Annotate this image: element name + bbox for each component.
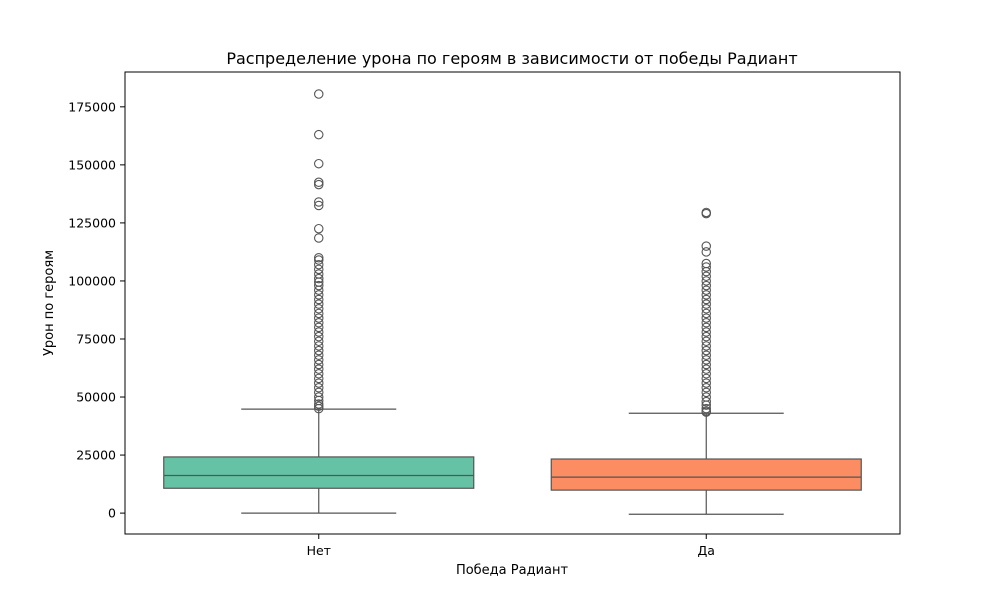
outlier-point: [313, 264, 324, 275]
y-tick-label: 150000: [68, 157, 116, 172]
outlier-point: [313, 399, 324, 409]
y-tick-label: 50000: [76, 390, 116, 405]
outlier-point: [313, 255, 324, 265]
outlier-point: [313, 233, 324, 243]
outlier-point: [313, 341, 324, 351]
outlier-point: [313, 327, 324, 337]
x-tick-label: Нет: [307, 543, 331, 558]
outlier-point: [701, 247, 711, 257]
outlier-point: [313, 403, 324, 414]
outlier-point: [701, 341, 711, 351]
outlier-point: [701, 407, 711, 417]
outlier-point: [701, 400, 711, 410]
x-tick-label: Да: [698, 543, 715, 558]
outlier-point: [701, 355, 711, 365]
plot-area: [124, 71, 901, 535]
outlier-point: [701, 290, 711, 300]
outlier-point: [701, 313, 711, 323]
outlier-point: [701, 382, 711, 393]
outlier-point: [313, 369, 324, 379]
outlier-point: [701, 241, 711, 251]
box-iqr: [550, 458, 862, 491]
y-axis: 0 25000 50000 75000 100000 125000 150000 175000: [68, 99, 125, 521]
outlier-point: [313, 350, 324, 360]
outlier-point: [701, 276, 711, 286]
outlier-point: [313, 373, 324, 384]
outlier-point: [701, 266, 711, 277]
outlier-point: [701, 378, 711, 388]
outlier-point: [313, 89, 324, 99]
outlier-point: [313, 158, 324, 169]
outlier-point: [701, 331, 711, 342]
outlier-point: [701, 304, 711, 314]
outlier-point: [701, 208, 711, 219]
box-iqr: [163, 456, 475, 489]
outlier-point: [313, 273, 324, 284]
outlier-point: [313, 259, 324, 270]
y-axis-label: Урон по героям: [42, 250, 57, 356]
box-group: [163, 89, 475, 514]
outlier-point: [701, 387, 711, 398]
box-group: [550, 207, 862, 515]
outlier-point: [313, 345, 324, 356]
outlier-point: [701, 373, 711, 384]
outlier-point: [313, 392, 324, 402]
chart-title: Распределение урона по героям в зависимо…: [226, 49, 797, 68]
outlier-point: [701, 317, 711, 328]
outlier-point: [313, 355, 324, 365]
outlier-point: [313, 252, 324, 263]
outlier-point: [313, 299, 324, 309]
outlier-point: [701, 280, 711, 291]
outlier-point: [313, 401, 324, 412]
outlier-point: [313, 290, 324, 300]
outlier-point: [313, 378, 324, 388]
outlier-point: [701, 359, 711, 370]
outlier-point: [701, 271, 711, 282]
outlier-point: [701, 262, 711, 272]
outlier-point: [313, 129, 324, 140]
outlier-point: [313, 331, 324, 342]
outlier-point: [313, 364, 324, 374]
outlier-point: [313, 317, 324, 328]
outlier-point: [313, 177, 324, 188]
outlier-point: [701, 350, 711, 360]
outlier-point: [313, 322, 324, 333]
outlier-point: [701, 364, 711, 374]
y-tick-label: 175000: [68, 99, 116, 114]
outlier-point: [313, 336, 324, 347]
outlier-point: [313, 280, 324, 291]
outlier-point: [313, 313, 324, 323]
outlier-point: [313, 200, 324, 211]
outlier-point: [701, 322, 711, 333]
outlier-point: [313, 179, 324, 190]
outlier-point: [701, 327, 711, 337]
outlier-point: [313, 294, 324, 305]
y-tick-label: 75000: [76, 331, 116, 346]
outlier-point: [701, 345, 711, 356]
outlier-point: [701, 308, 711, 319]
outlier-point: [701, 369, 711, 379]
x-axis-label: Победа Радиант: [456, 563, 569, 578]
outlier-point: [701, 299, 711, 309]
x-axis: Нет Да: [307, 534, 715, 558]
outlier-point: [313, 382, 324, 393]
outlier-point: [313, 197, 324, 207]
outlier-point: [313, 359, 324, 370]
outlier-point: [313, 304, 324, 314]
y-tick-label: 25000: [76, 448, 116, 463]
outlier-point: [701, 294, 711, 305]
outlier-point: [313, 223, 324, 234]
y-tick-label: 125000: [68, 215, 116, 230]
outlier-point: [701, 336, 711, 347]
y-tick-label: 0: [108, 506, 116, 521]
outlier-point: [701, 403, 711, 414]
y-tick-label: 100000: [68, 273, 116, 288]
outlier-point: [701, 396, 711, 407]
outlier-point: [313, 285, 324, 295]
outlier-point: [313, 308, 324, 319]
box-series: [163, 89, 862, 515]
outlier-point: [701, 285, 711, 295]
